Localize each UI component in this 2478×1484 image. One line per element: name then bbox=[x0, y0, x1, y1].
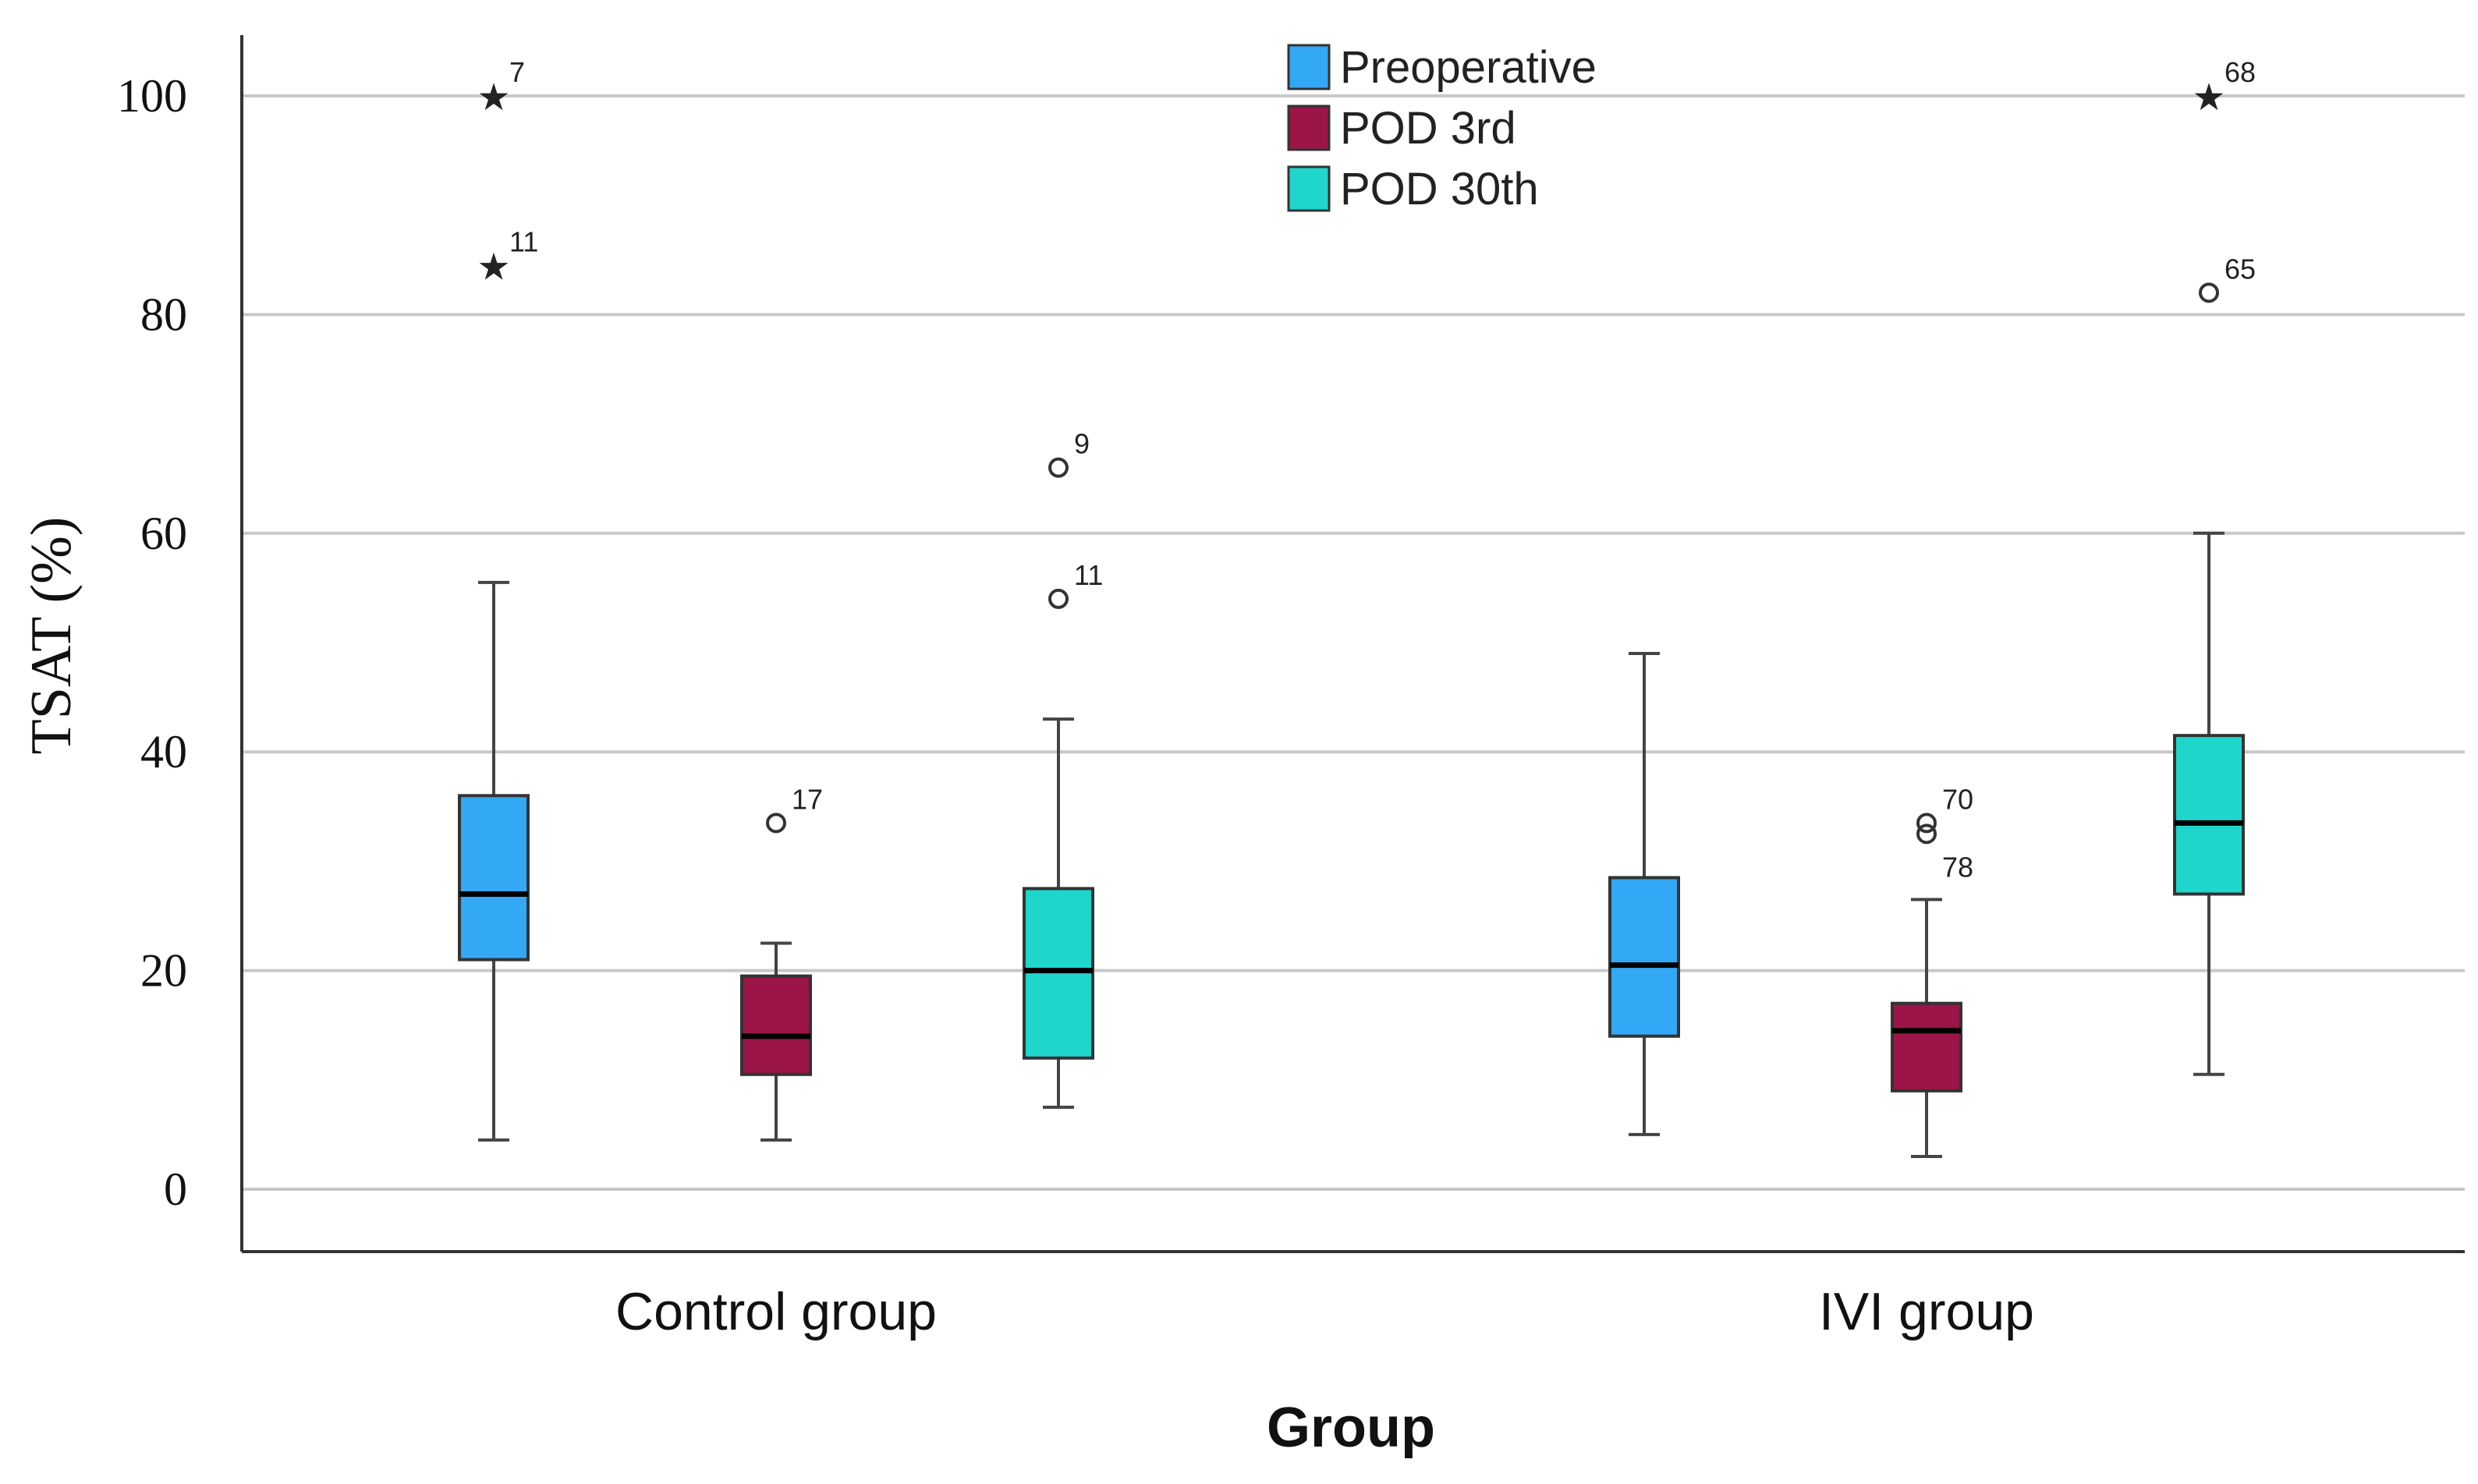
legend-label: Preoperative bbox=[1340, 42, 1597, 93]
box-pod-30th-control: 9 11 bbox=[1023, 428, 1103, 1109]
y-tick-label-20: 20 bbox=[140, 945, 187, 997]
outlier-label: 65 bbox=[2225, 253, 2256, 285]
axes bbox=[240, 35, 2465, 1253]
outlier-label: 11 bbox=[509, 225, 538, 257]
outlier-star: ★ bbox=[2192, 76, 2225, 119]
box-preoperative-control: ★7★11 bbox=[458, 56, 538, 1142]
outlier-label: 17 bbox=[792, 783, 823, 815]
iqr-box bbox=[458, 794, 530, 962]
iqr-box bbox=[1608, 876, 1680, 1038]
legend-swatch bbox=[1287, 165, 1331, 212]
legend-swatch bbox=[1287, 44, 1331, 90]
box-pod-3rd-control: 17 bbox=[740, 783, 823, 1142]
outlier-circle bbox=[1048, 457, 1069, 478]
box-pod-30th-ivi: ★68 65 bbox=[2173, 56, 2256, 1076]
outlier-label: 78 bbox=[1942, 851, 1973, 883]
gridlines bbox=[242, 94, 2465, 1191]
category-label: IVI group bbox=[1819, 1282, 2034, 1341]
outlier-circle bbox=[1916, 813, 1937, 834]
outlier-circle bbox=[1916, 823, 1937, 845]
y-tick-label-100: 100 bbox=[117, 70, 187, 122]
legend-swatch bbox=[1287, 104, 1331, 151]
outlier-label: 7 bbox=[509, 56, 525, 88]
category-label: Control group bbox=[615, 1282, 937, 1341]
iqr-box bbox=[1023, 887, 1094, 1060]
y-tick-label-0: 0 bbox=[164, 1163, 187, 1215]
outlier-label: 11 bbox=[1074, 559, 1103, 591]
outlier-circle bbox=[1048, 588, 1069, 609]
legend-label: POD 3rd bbox=[1340, 103, 1516, 154]
outlier-star: ★ bbox=[477, 245, 510, 289]
outlier-label: 9 bbox=[1074, 428, 1090, 460]
y-tick-label-80: 80 bbox=[140, 289, 187, 340]
iqr-box bbox=[1891, 1001, 1962, 1093]
y-tick-label-40: 40 bbox=[140, 726, 187, 777]
iqr-box bbox=[2173, 734, 2245, 896]
y-axis-ticks: 0 20 40 60 80 100 bbox=[117, 70, 187, 1215]
legend: Preoperative POD 3rd POD 30th bbox=[1287, 42, 1597, 214]
box-pod-3rd-ivi: 70 78 bbox=[1891, 783, 1973, 1158]
iqr-box bbox=[740, 974, 812, 1076]
legend-label: POD 30th bbox=[1340, 164, 1539, 214]
outlier-circle bbox=[766, 813, 786, 834]
outlier-label: 68 bbox=[2225, 56, 2256, 88]
outlier-star: ★ bbox=[477, 76, 510, 119]
y-tick-label-60: 60 bbox=[140, 508, 187, 559]
x-axis-categories: Control group IVI group bbox=[615, 1282, 2034, 1341]
x-axis-label: Group bbox=[1267, 1397, 1435, 1459]
outlier-label: 70 bbox=[1942, 783, 1973, 815]
box-preoperative-ivi bbox=[1608, 652, 1680, 1136]
outlier-circle bbox=[2199, 282, 2219, 303]
y-axis-label: TSAT (%) bbox=[19, 517, 83, 755]
